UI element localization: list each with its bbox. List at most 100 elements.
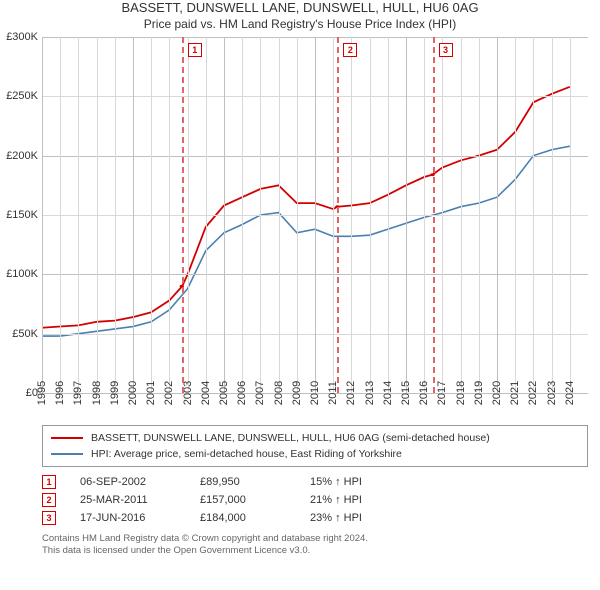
gridline-v — [461, 37, 462, 393]
event-row-number: 1 — [42, 475, 56, 489]
legend-row-hpi: HPI: Average price, semi-detached house,… — [51, 446, 579, 462]
x-axis-label: 1996 — [48, 381, 66, 405]
legend-swatch-hpi — [51, 453, 83, 455]
x-axis-label: 1995 — [30, 381, 48, 405]
plot-grid: £0£50K£100K£150K£200K£250K£300K199519961… — [42, 37, 588, 393]
x-axis-label: 2012 — [339, 381, 357, 405]
events-table: 1 06-SEP-2002£89,95015% ↑ HPI 2 25-MAR-2011… — [42, 473, 588, 527]
y-axis-label: £100K — [6, 268, 42, 280]
x-axis-label: 2021 — [503, 381, 521, 405]
x-axis-label: 2022 — [521, 381, 539, 405]
event-row-number: 3 — [42, 511, 56, 525]
footer-note: Contains HM Land Registry data © Crown c… — [42, 533, 588, 558]
x-axis-label: 2018 — [448, 381, 466, 405]
chart-container: BASSETT, DUNSWELL LANE, DUNSWELL, HULL, … — [0, 0, 600, 590]
x-axis-label: 2013 — [357, 381, 375, 405]
footer-line-2: This data is licensed under the Open Gov… — [42, 545, 588, 557]
gridline-v — [169, 37, 170, 393]
x-axis-label: 2004 — [194, 381, 212, 405]
plot-area: £0£50K£100K£150K£200K£250K£300K199519961… — [42, 37, 588, 417]
event-line — [337, 37, 339, 393]
gridline-v — [60, 37, 61, 393]
x-axis-label: 2007 — [248, 381, 266, 405]
x-axis-label: 2014 — [376, 381, 394, 405]
x-axis-label: 2016 — [412, 381, 430, 405]
event-row-number: 2 — [42, 493, 56, 507]
x-axis-label: 2001 — [139, 381, 157, 405]
gridline-v — [442, 37, 443, 393]
event-row-diff: 15% ↑ HPI — [310, 476, 362, 488]
x-axis-label: 2000 — [121, 381, 139, 405]
x-axis-label: 1997 — [66, 381, 84, 405]
x-axis-label: 2006 — [230, 381, 248, 405]
y-axis-label: £200K — [6, 150, 42, 162]
gridline-v — [333, 37, 334, 393]
event-row-diff: 23% ↑ HPI — [310, 512, 362, 524]
gridline-v — [351, 37, 352, 393]
gridline-v — [515, 37, 516, 393]
gridline-v — [552, 37, 553, 393]
event-row-price: £184,000 — [200, 512, 310, 524]
event-marker-box: 1 — [188, 43, 202, 57]
x-axis-label: 2020 — [485, 381, 503, 405]
gridline-v — [388, 37, 389, 393]
event-row-price: £157,000 — [200, 494, 310, 506]
gridline-v — [424, 37, 425, 393]
gridline-v — [479, 37, 480, 393]
event-row: 1 06-SEP-2002£89,95015% ↑ HPI — [42, 473, 588, 491]
gridline-v — [260, 37, 261, 393]
gridline-v — [115, 37, 116, 393]
event-line — [182, 37, 184, 393]
x-axis-label: 1999 — [103, 381, 121, 405]
gridline-v — [297, 37, 298, 393]
chart-subtitle: Price paid vs. HM Land Registry's House … — [0, 17, 600, 31]
event-marker-box: 3 — [439, 43, 453, 57]
event-row-date: 25-MAR-2011 — [80, 494, 200, 506]
x-axis-label: 2023 — [539, 381, 557, 405]
gridline-v — [242, 37, 243, 393]
series-line — [42, 87, 570, 328]
y-axis-label: £150K — [6, 209, 42, 221]
footer-line-1: Contains HM Land Registry data © Crown c… — [42, 533, 588, 545]
gridline-v — [206, 37, 207, 393]
gridline-v — [42, 37, 43, 393]
x-axis-label: 2009 — [285, 381, 303, 405]
event-row-diff: 21% ↑ HPI — [310, 494, 362, 506]
gridline-v — [97, 37, 98, 393]
gridline-v — [533, 37, 534, 393]
x-axis-label: 2005 — [212, 381, 230, 405]
legend-swatch-property — [51, 437, 83, 439]
event-line — [433, 37, 435, 393]
x-axis-label: 1998 — [84, 381, 102, 405]
gridline-v — [315, 37, 316, 393]
event-row-date: 06-SEP-2002 — [80, 476, 200, 488]
legend-row-property: BASSETT, DUNSWELL LANE, DUNSWELL, HULL, … — [51, 430, 579, 446]
event-marker-box: 2 — [343, 43, 357, 57]
x-axis-label: 2002 — [157, 381, 175, 405]
y-axis-label: £50K — [12, 328, 42, 340]
y-axis-label: £300K — [6, 31, 42, 43]
gridline-v — [78, 37, 79, 393]
x-axis-label: 2019 — [467, 381, 485, 405]
y-axis-label: £250K — [6, 90, 42, 102]
gridline-v — [279, 37, 280, 393]
gridline-v — [406, 37, 407, 393]
gridline-v — [188, 37, 189, 393]
x-axis-label: 2003 — [175, 381, 193, 405]
gridline-v — [224, 37, 225, 393]
x-axis-label: 2015 — [394, 381, 412, 405]
legend-label-property: BASSETT, DUNSWELL LANE, DUNSWELL, HULL, … — [91, 432, 490, 444]
chart-title: BASSETT, DUNSWELL LANE, DUNSWELL, HULL, … — [0, 0, 600, 15]
x-axis-label: 2010 — [303, 381, 321, 405]
gridline-v — [370, 37, 371, 393]
event-row: 2 25-MAR-2011£157,00021% ↑ HPI — [42, 491, 588, 509]
x-axis-label: 2008 — [266, 381, 284, 405]
x-axis-label: 2024 — [558, 381, 576, 405]
gridline-v — [497, 37, 498, 393]
event-row-price: £89,950 — [200, 476, 310, 488]
event-row-date: 17-JUN-2016 — [80, 512, 200, 524]
legend-label-hpi: HPI: Average price, semi-detached house,… — [91, 448, 402, 460]
series-line — [42, 146, 570, 336]
event-row: 3 17-JUN-2016£184,00023% ↑ HPI — [42, 509, 588, 527]
legend: BASSETT, DUNSWELL LANE, DUNSWELL, HULL, … — [42, 425, 588, 467]
